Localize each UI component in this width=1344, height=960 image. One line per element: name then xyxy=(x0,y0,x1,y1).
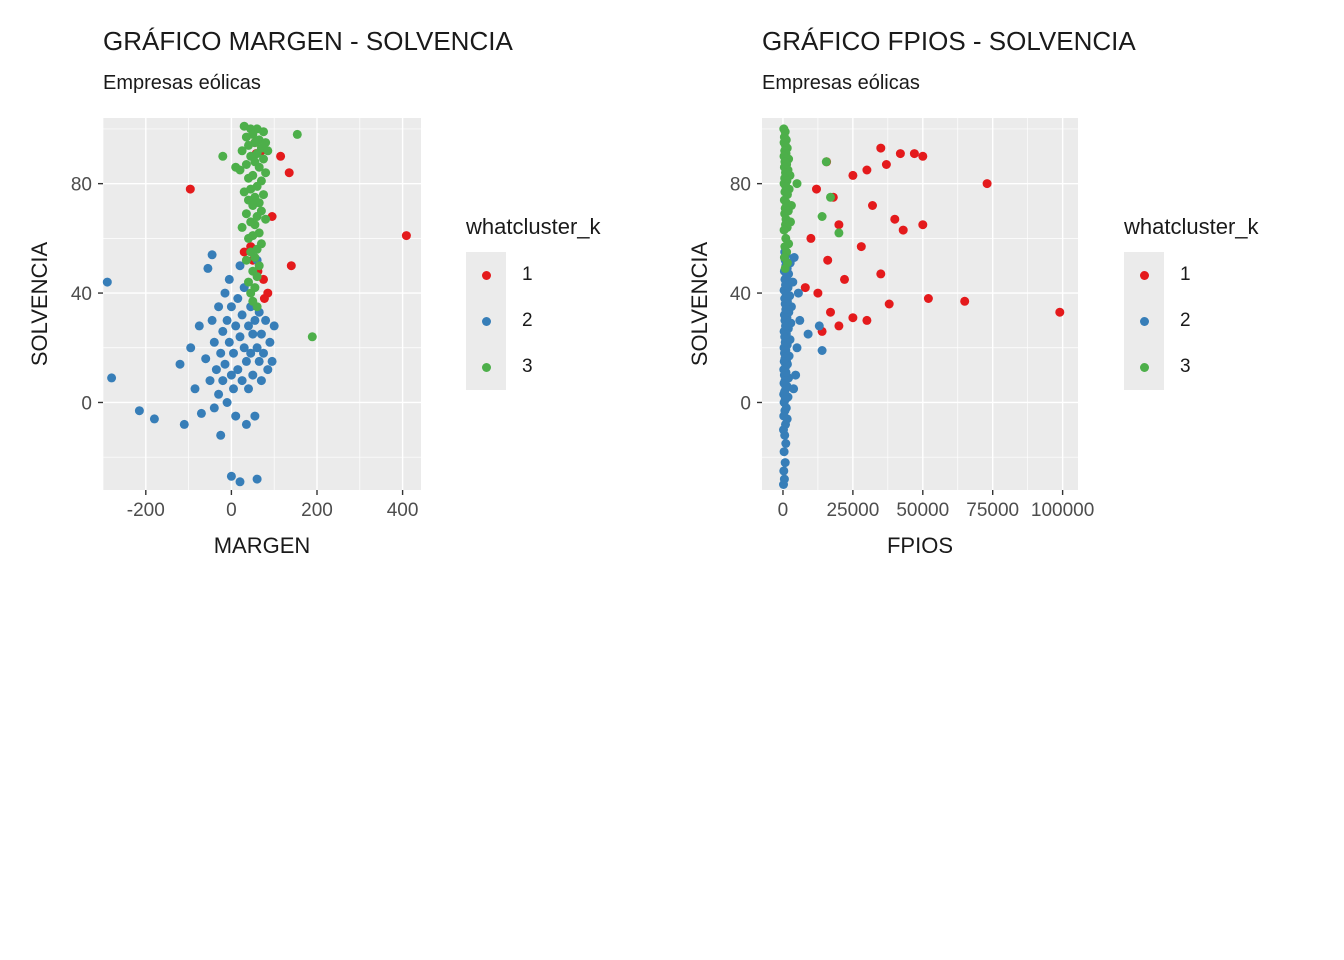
legend-item: 2 xyxy=(1124,298,1259,344)
chart2-y-axis-title: SOLVENCIA xyxy=(687,241,712,367)
chart1-x-axis-title: MARGEN xyxy=(213,533,311,558)
legend-key-swatch xyxy=(1124,344,1164,390)
legend-label: 1 xyxy=(522,264,533,285)
chart1-title: GRÁFICO MARGEN - SOLVENCIA xyxy=(103,26,513,56)
legend-dot-icon xyxy=(1139,362,1149,372)
legend-label: 3 xyxy=(1180,356,1191,377)
svg-text:75000: 75000 xyxy=(966,500,1019,521)
svg-text:80: 80 xyxy=(730,175,751,196)
chart1-legend: whatcluster_k 1 2 3 xyxy=(466,214,601,390)
legend-dot-icon xyxy=(481,270,491,280)
chart2-x-axis-title: FPIOS xyxy=(886,533,954,558)
svg-text:25000: 25000 xyxy=(826,500,879,521)
legend-key-swatch xyxy=(466,298,506,344)
legend-key-swatch xyxy=(1124,298,1164,344)
legend-item: 1 xyxy=(466,252,601,298)
legend-key-swatch xyxy=(466,252,506,298)
chart1-legend-title: whatcluster_k xyxy=(466,214,601,239)
svg-text:80: 80 xyxy=(71,175,92,196)
svg-text:200: 200 xyxy=(301,500,333,521)
svg-text:400: 400 xyxy=(387,500,419,521)
legend-dot-icon xyxy=(481,362,491,372)
chart2-legend-title: whatcluster_k xyxy=(1124,214,1259,239)
legend-dot-icon xyxy=(1139,316,1149,326)
svg-text:0: 0 xyxy=(778,500,789,521)
svg-text:40: 40 xyxy=(730,284,751,305)
legend-label: 3 xyxy=(522,356,533,377)
legend-key-swatch xyxy=(1124,252,1164,298)
chart2-title: GRÁFICO FPIOS - SOLVENCIA xyxy=(762,26,1136,56)
svg-text:50000: 50000 xyxy=(896,500,949,521)
chart2-scatter-panel: 0 25000 50000 75000 100000 0 40 80 xyxy=(730,118,1094,521)
chart1-legend-items: 1 2 3 xyxy=(466,252,601,390)
svg-text:100000: 100000 xyxy=(1031,500,1094,521)
chart1-subtitle: Empresas eólicas xyxy=(103,72,261,94)
legend-item: 3 xyxy=(1124,344,1259,390)
legend-label: 2 xyxy=(522,310,533,331)
legend-dot-icon xyxy=(481,316,491,326)
legend-item: 2 xyxy=(466,298,601,344)
svg-text:0: 0 xyxy=(226,500,237,521)
chart1-scatter-panel: -200 0 200 400 0 40 80 xyxy=(71,118,421,521)
svg-text:0: 0 xyxy=(740,393,751,414)
chart2-legend: whatcluster_k 1 2 3 xyxy=(1124,214,1259,390)
svg-text:-200: -200 xyxy=(127,500,165,521)
legend-label: 2 xyxy=(1180,310,1191,331)
legend-item: 1 xyxy=(1124,252,1259,298)
legend-item: 3 xyxy=(466,344,601,390)
chart2-subtitle: Empresas eólicas xyxy=(762,72,920,94)
legend-label: 1 xyxy=(1180,264,1191,285)
svg-text:40: 40 xyxy=(71,284,92,305)
legend-dot-icon xyxy=(1139,270,1149,280)
legend-key-swatch xyxy=(466,344,506,390)
svg-text:0: 0 xyxy=(81,393,92,414)
chart1-y-axis-title: SOLVENCIA xyxy=(27,241,52,367)
chart2-legend-items: 1 2 3 xyxy=(1124,252,1259,390)
